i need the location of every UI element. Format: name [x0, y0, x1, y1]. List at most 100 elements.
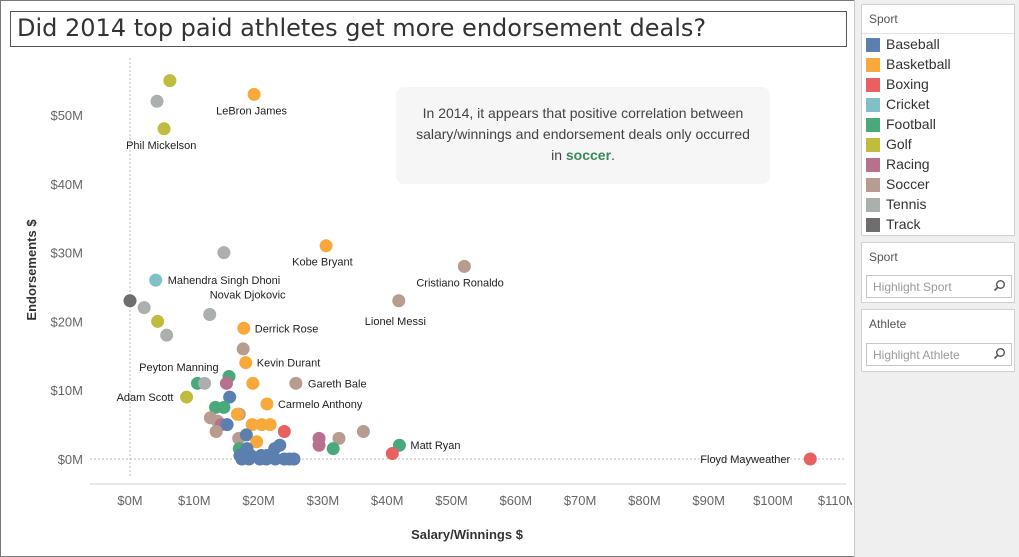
- legend-item[interactable]: Baseball: [866, 35, 1016, 55]
- data-point[interactable]: [151, 314, 165, 328]
- x-tick-label: $60M: [500, 493, 533, 508]
- search-icon[interactable]: [991, 278, 1007, 294]
- data-point[interactable]: [277, 424, 291, 438]
- point-label: Mahendra Singh Dhoni: [168, 275, 281, 287]
- data-point[interactable]: [326, 442, 340, 456]
- data-point[interactable]: [160, 328, 174, 342]
- x-tick-label: $40M: [371, 493, 404, 508]
- data-point[interactable]: [392, 294, 406, 308]
- scatter-chart[interactable]: $0M $10M $20M $30M $40M $50M $60M $70M $80M $90M $…: [0, 0, 852, 557]
- legend-label: Baseball: [886, 36, 940, 52]
- data-point[interactable]: [332, 431, 346, 445]
- legend-label: Golf: [886, 136, 912, 152]
- data-point[interactable]: [220, 418, 234, 432]
- data-point[interactable]: [157, 122, 171, 136]
- data-point[interactable]: [457, 259, 471, 273]
- legend-swatch: [866, 158, 880, 172]
- page-title: Did 2014 top paid athletes get more endo…: [17, 14, 707, 42]
- data-point[interactable]: [312, 438, 326, 452]
- sport-filter-title: Sport: [869, 250, 898, 264]
- point-label: Phil Mickelson: [126, 140, 196, 152]
- legend-item[interactable]: Boxing: [866, 75, 1016, 95]
- right-pane: Sport Baseball Basketball Boxing Cricket Foo…: [855, 0, 1019, 557]
- data-point[interactable]: [149, 273, 163, 287]
- data-point[interactable]: [273, 438, 287, 452]
- y-axis-title: Endorsements $: [24, 219, 39, 321]
- data-point[interactable]: [219, 376, 233, 390]
- legend-label: Basketball: [886, 56, 951, 72]
- sport-search-box[interactable]: [866, 275, 1012, 298]
- data-point[interactable]: [245, 418, 259, 432]
- x-tick-label: $110M: [818, 493, 852, 508]
- data-point[interactable]: [123, 294, 137, 308]
- legend-panel: Sport Baseball Basketball Boxing Cricket Foo…: [861, 4, 1015, 236]
- point-label: Floyd Mayweather: [700, 454, 790, 466]
- legend-swatch: [866, 198, 880, 212]
- athlete-search-box[interactable]: [866, 343, 1012, 366]
- data-point[interactable]: [237, 321, 251, 335]
- point-label: Kobe Bryant: [292, 257, 353, 269]
- athlete-search-input[interactable]: [867, 344, 991, 365]
- legend-item[interactable]: Cricket: [866, 95, 1016, 115]
- y-tick-label: $50M: [50, 108, 83, 123]
- data-point[interactable]: [803, 452, 817, 466]
- point-label: LeBron James: [216, 105, 287, 117]
- data-point[interactable]: [239, 428, 253, 442]
- x-tick-label: $0M: [117, 493, 142, 508]
- data-point[interactable]: [250, 435, 264, 449]
- data-point[interactable]: [180, 390, 194, 404]
- data-point[interactable]: [150, 94, 164, 108]
- point-label: Peyton Manning: [139, 362, 219, 374]
- legend-item[interactable]: Golf: [866, 135, 1016, 155]
- data-point[interactable]: [259, 452, 273, 466]
- legend-item[interactable]: Football: [866, 115, 1016, 135]
- data-point[interactable]: [263, 418, 277, 432]
- legend-label: Cricket: [886, 96, 930, 112]
- legend-label: Boxing: [886, 76, 929, 92]
- legend-item[interactable]: Track: [866, 215, 1016, 235]
- athlete-filter-panel: Athlete: [861, 309, 1015, 372]
- point-label: Cristiano Ronaldo: [416, 277, 503, 289]
- point-label: Lionel Messi: [365, 316, 426, 328]
- point-label: Matt Ryan: [410, 440, 460, 452]
- legend-swatch: [866, 138, 880, 152]
- legend-label: Track: [886, 216, 921, 232]
- data-point[interactable]: [198, 376, 212, 390]
- legend-swatch: [866, 178, 880, 192]
- data-point[interactable]: [203, 308, 217, 322]
- sport-search-input[interactable]: [867, 276, 991, 297]
- athlete-filter-title: Athlete: [869, 317, 907, 331]
- legend-title: Sport: [869, 12, 898, 26]
- point-label: Carmelo Anthony: [278, 399, 363, 411]
- data-point[interactable]: [163, 74, 177, 88]
- data-point[interactable]: [356, 424, 370, 438]
- legend-item[interactable]: Soccer: [866, 175, 1016, 195]
- search-icon[interactable]: [991, 346, 1007, 362]
- data-point[interactable]: [242, 452, 256, 466]
- data-point[interactable]: [236, 342, 250, 356]
- data-point[interactable]: [217, 246, 231, 260]
- legend-swatch: [866, 218, 880, 232]
- legend-label: Tennis: [886, 196, 927, 212]
- data-point[interactable]: [217, 400, 231, 414]
- x-tick-label: $90M: [692, 493, 725, 508]
- data-point[interactable]: [289, 376, 303, 390]
- data-point[interactable]: [319, 239, 333, 253]
- legend-item[interactable]: Basketball: [866, 55, 1016, 75]
- data-point[interactable]: [137, 301, 151, 315]
- legend-item[interactable]: Tennis: [866, 195, 1016, 215]
- data-point[interactable]: [239, 356, 253, 370]
- data-point[interactable]: [268, 452, 282, 466]
- legend-item[interactable]: Racing: [866, 155, 1016, 175]
- legend-divider: [862, 33, 1014, 34]
- data-point[interactable]: [223, 390, 237, 404]
- data-point[interactable]: [385, 446, 399, 460]
- data-point[interactable]: [247, 87, 261, 101]
- y-tick-label: $20M: [50, 314, 83, 329]
- legend-label: Football: [886, 116, 936, 132]
- data-point[interactable]: [230, 407, 244, 421]
- data-point[interactable]: [209, 424, 223, 438]
- data-point[interactable]: [287, 452, 301, 466]
- data-point[interactable]: [260, 397, 274, 411]
- data-point[interactable]: [246, 376, 260, 390]
